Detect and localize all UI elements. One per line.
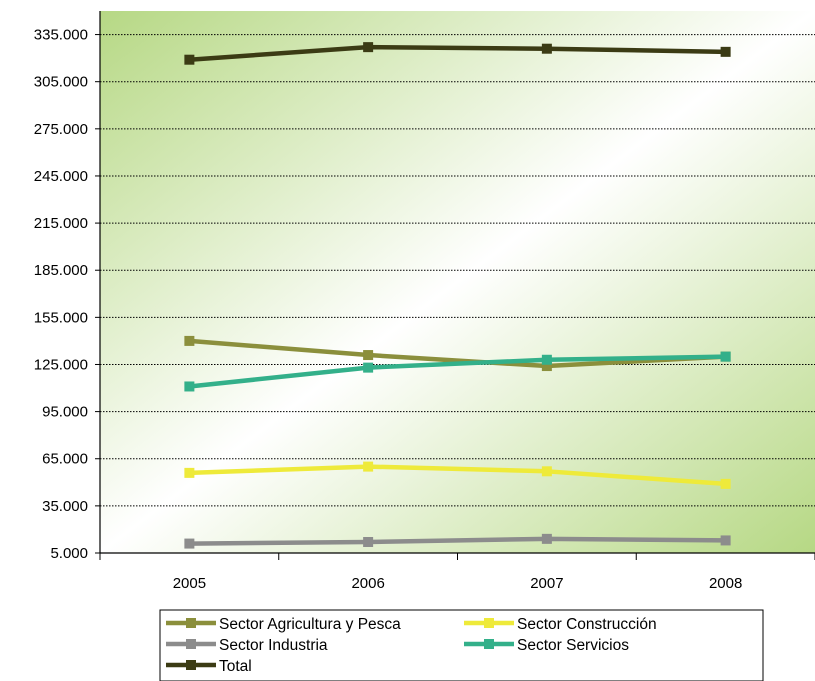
legend: Sector Agricultura y Pesca Sector Constru…	[159, 609, 764, 681]
y-tick-label: 155.000	[34, 309, 88, 326]
legend-item: Sector Construcción	[464, 616, 657, 633]
data-point	[363, 362, 374, 373]
legend-item: Sector Industria	[166, 637, 328, 654]
y-tick-label: 125.000	[34, 356, 88, 373]
data-point	[184, 335, 195, 346]
y-tick-label: 245.000	[34, 168, 88, 185]
y-tick-label: 65.000	[42, 451, 88, 468]
data-point	[363, 350, 374, 361]
legend-label: Total	[219, 658, 252, 675]
legend-label: Sector Servicios	[517, 637, 629, 654]
legend-label: Sector Industria	[219, 637, 328, 654]
x-tick-labels: 2005 2006 2007 2008	[173, 575, 743, 592]
legend-swatch-marker	[186, 660, 196, 670]
data-point	[541, 466, 552, 477]
data-point	[184, 467, 195, 478]
x-tick-label: 2005	[173, 575, 206, 592]
x-tick-label: 2008	[709, 575, 742, 592]
series-3	[184, 351, 731, 392]
legend-swatch-marker	[186, 618, 196, 628]
series-line	[189, 536, 726, 546]
y-tick-label: 215.000	[34, 215, 88, 232]
legend-swatch-marker	[186, 639, 196, 649]
legend-box	[159, 609, 764, 681]
series-2	[184, 533, 731, 549]
data-point	[720, 46, 731, 57]
series-line	[189, 464, 726, 487]
y-tick-label: 275.000	[34, 121, 88, 138]
data-point	[184, 381, 195, 392]
data-point	[720, 535, 731, 546]
data-point	[363, 537, 374, 548]
legend-item: Total	[166, 658, 252, 675]
y-tick-labels: 5.000 35.000 65.000 95.000 125.000 155.000 185…	[34, 27, 88, 562]
data-point	[720, 478, 731, 489]
legend-swatch-marker	[484, 618, 494, 628]
x-tick-label: 2006	[351, 575, 384, 592]
legend-label: Sector Agricultura y Pesca	[219, 616, 401, 633]
legend-label: Sector Construcción	[517, 616, 657, 633]
series-line	[189, 338, 726, 369]
y-tick-label: 35.000	[42, 498, 88, 515]
series-line	[189, 354, 726, 389]
y-tick-label: 95.000	[42, 404, 88, 421]
data-point	[184, 54, 195, 65]
y-tick-label: 185.000	[34, 262, 88, 279]
data-point	[720, 351, 731, 362]
series-4	[184, 42, 731, 65]
data-point	[363, 42, 374, 53]
gridlines	[95, 34, 815, 554]
data-point	[184, 538, 195, 549]
legend-swatch-marker	[484, 639, 494, 649]
axes	[99, 11, 815, 560]
series-1	[184, 461, 731, 489]
legend-item: Sector Agricultura y Pesca	[166, 616, 401, 633]
y-tick-label: 5.000	[50, 545, 88, 562]
series-lines	[184, 42, 731, 549]
data-point	[541, 361, 552, 372]
plot-area	[100, 11, 815, 553]
data-point	[541, 533, 552, 544]
data-point	[363, 461, 374, 472]
series-line	[189, 44, 726, 62]
data-point	[541, 354, 552, 365]
y-tick-label: 335.000	[34, 27, 88, 44]
legend-item: Sector Servicios	[464, 637, 629, 654]
data-point	[541, 43, 552, 54]
y-tick-label: 305.000	[34, 74, 88, 91]
x-tick-label: 2007	[530, 575, 563, 592]
